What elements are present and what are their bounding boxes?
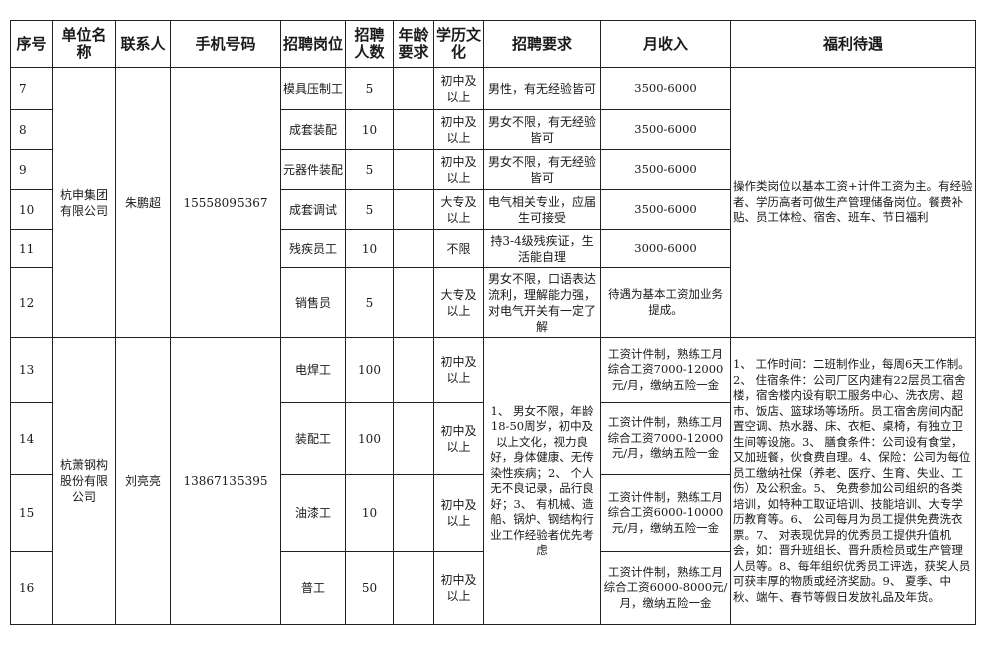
welfare: 1、 工作时间：二班制作业，每周6天工作制。2、 住宿条件：公司厂区内建有22层… [730, 337, 976, 625]
table-row: 10 成套调试 5 大专及以上 电气相关专业，应届生可接受 3500-6000 [10, 189, 976, 230]
requirements: 男女不限，口语表达流利，理解能力强，对电气开关有一定了解 [483, 267, 601, 338]
header-requirements: 招聘要求 [483, 20, 601, 68]
requirements: 1、 男女不限，年龄18-50周岁，初中及以上文化，视力良好，身体健康、无传染性… [483, 337, 601, 625]
position: 元器件装配 [280, 149, 346, 190]
monthly-income: 3500-6000 [600, 67, 731, 110]
position: 残疾员工 [280, 229, 346, 268]
header-company: 单位名称 [52, 20, 116, 68]
position: 油漆工 [280, 474, 346, 552]
education: 初中及以上 [433, 551, 484, 625]
age-requirement [393, 149, 434, 190]
header-position: 招聘岗位 [280, 20, 346, 68]
education: 大专及以上 [433, 189, 484, 230]
header-edu: 学历文化 [433, 20, 484, 68]
position: 销售员 [280, 267, 346, 338]
age-requirement [393, 67, 434, 110]
age-requirement [393, 109, 434, 150]
recruitment-table: 序号 单位名称 联系人 手机号码 招聘岗位 招聘人数 年龄要求 学历文化 招聘要… [10, 20, 976, 625]
age-requirement [393, 337, 434, 403]
row-number: 12 [10, 267, 53, 338]
requirements: 男性，有无经验皆可 [483, 67, 601, 110]
table-row: 8 成套装配 10 初中及以上 男女不限，有无经验皆可 3500-6000 [10, 109, 976, 150]
header-no: 序号 [10, 20, 53, 68]
position: 成套装配 [280, 109, 346, 150]
position: 普工 [280, 551, 346, 625]
education: 初中及以上 [433, 337, 484, 403]
position: 成套调试 [280, 189, 346, 230]
row-number: 13 [10, 337, 53, 403]
position: 电焊工 [280, 337, 346, 403]
table-row: 11 残疾员工 10 不限 持3-4级残疾证，生活能自理 3000-6000 [10, 229, 976, 268]
position: 装配工 [280, 402, 346, 475]
education: 初中及以上 [433, 149, 484, 190]
header-welfare: 福利待遇 [730, 20, 976, 68]
requirements: 男女不限，有无经验皆可 [483, 109, 601, 150]
headcount: 50 [345, 551, 394, 625]
headcount: 5 [345, 189, 394, 230]
header-contact: 联系人 [115, 20, 171, 68]
age-requirement [393, 267, 434, 338]
table-row: 16 普工 50 初中及以上 工资计件制，熟练工月综合工资6000-8000元/月，缴纳… [10, 551, 976, 625]
table-row: 9 元器件装配 5 初中及以上 男女不限，有无经验皆可 3500-6000 [10, 149, 976, 190]
education: 初中及以上 [433, 67, 484, 110]
age-requirement [393, 402, 434, 475]
table-row: 12 销售员 5 大专及以上 男女不限，口语表达流利，理解能力强，对电气开关有一定了解待… [10, 267, 976, 338]
row-number: 9 [10, 149, 53, 190]
age-requirement [393, 474, 434, 552]
monthly-income: 工资计件制，熟练工月综合工资7000-12000元/月，缴纳五险一金 [600, 337, 731, 403]
education: 不限 [433, 229, 484, 268]
headcount: 10 [345, 229, 394, 268]
header-row: 序号 单位名称 联系人 手机号码 招聘岗位 招聘人数 年龄要求 学历文化 招聘要… [10, 20, 976, 68]
row-number: 11 [10, 229, 53, 268]
header-count: 招聘人数 [345, 20, 394, 68]
headcount: 10 [345, 474, 394, 552]
education: 初中及以上 [433, 109, 484, 150]
position: 模具压制工 [280, 67, 346, 110]
monthly-income: 3500-6000 [600, 189, 731, 230]
phone-number: 15558095367 [170, 67, 281, 338]
monthly-income: 工资计件制，熟练工月综合工资6000-10000元/月，缴纳五险一金 [600, 474, 731, 552]
row-number: 15 [10, 474, 53, 552]
requirements: 持3-4级残疾证，生活能自理 [483, 229, 601, 268]
company-name: 杭申集团有限公司 [52, 67, 116, 338]
headcount: 10 [345, 109, 394, 150]
age-requirement [393, 229, 434, 268]
headcount: 100 [345, 402, 394, 475]
table-row: 13 杭萧钢构股份有限公司 刘亮亮 13867135395 电焊工 100 初中及以上 1、 … [10, 337, 976, 625]
table-row: 7 杭申集团有限公司 朱鹏超 15558095367 模具压制工 5 初中及以上 男性，有无经… [10, 67, 976, 338]
requirements: 男女不限，有无经验皆可 [483, 149, 601, 190]
monthly-income: 工资计件制，熟练工月综合工资7000-12000元/月，缴纳五险一金 [600, 402, 731, 475]
header-phone: 手机号码 [170, 20, 281, 68]
row-number: 16 [10, 551, 53, 625]
headcount: 5 [345, 267, 394, 338]
age-requirement [393, 551, 434, 625]
phone-number: 13867135395 [170, 337, 281, 625]
contact-person: 朱鹏超 [115, 67, 171, 338]
headcount: 5 [345, 67, 394, 110]
table-row: 15 油漆工 10 初中及以上 工资计件制，熟练工月综合工资6000-10000元/月，… [10, 474, 976, 552]
row-number: 14 [10, 402, 53, 475]
contact-person: 刘亮亮 [115, 337, 171, 625]
monthly-income: 待遇为基本工资加业务提成。 [600, 267, 731, 338]
requirements: 电气相关专业，应届生可接受 [483, 189, 601, 230]
row-number: 7 [10, 67, 53, 110]
row-number: 10 [10, 189, 53, 230]
row-number: 8 [10, 109, 53, 150]
headcount: 5 [345, 149, 394, 190]
age-requirement [393, 189, 434, 230]
monthly-income: 工资计件制，熟练工月综合工资6000-8000元/月，缴纳五险一金 [600, 551, 731, 625]
education: 初中及以上 [433, 402, 484, 475]
education: 初中及以上 [433, 474, 484, 552]
headcount: 100 [345, 337, 394, 403]
welfare: 操作类岗位以基本工资+计件工资为主。有经验者、学历高者可做生产管理储备岗位。餐费… [730, 67, 976, 338]
company-name: 杭萧钢构股份有限公司 [52, 337, 116, 625]
monthly-income: 3000-6000 [600, 229, 731, 268]
monthly-income: 3500-6000 [600, 109, 731, 150]
education: 大专及以上 [433, 267, 484, 338]
monthly-income: 3500-6000 [600, 149, 731, 190]
header-income: 月收入 [600, 20, 731, 68]
header-age: 年龄要求 [393, 20, 434, 68]
